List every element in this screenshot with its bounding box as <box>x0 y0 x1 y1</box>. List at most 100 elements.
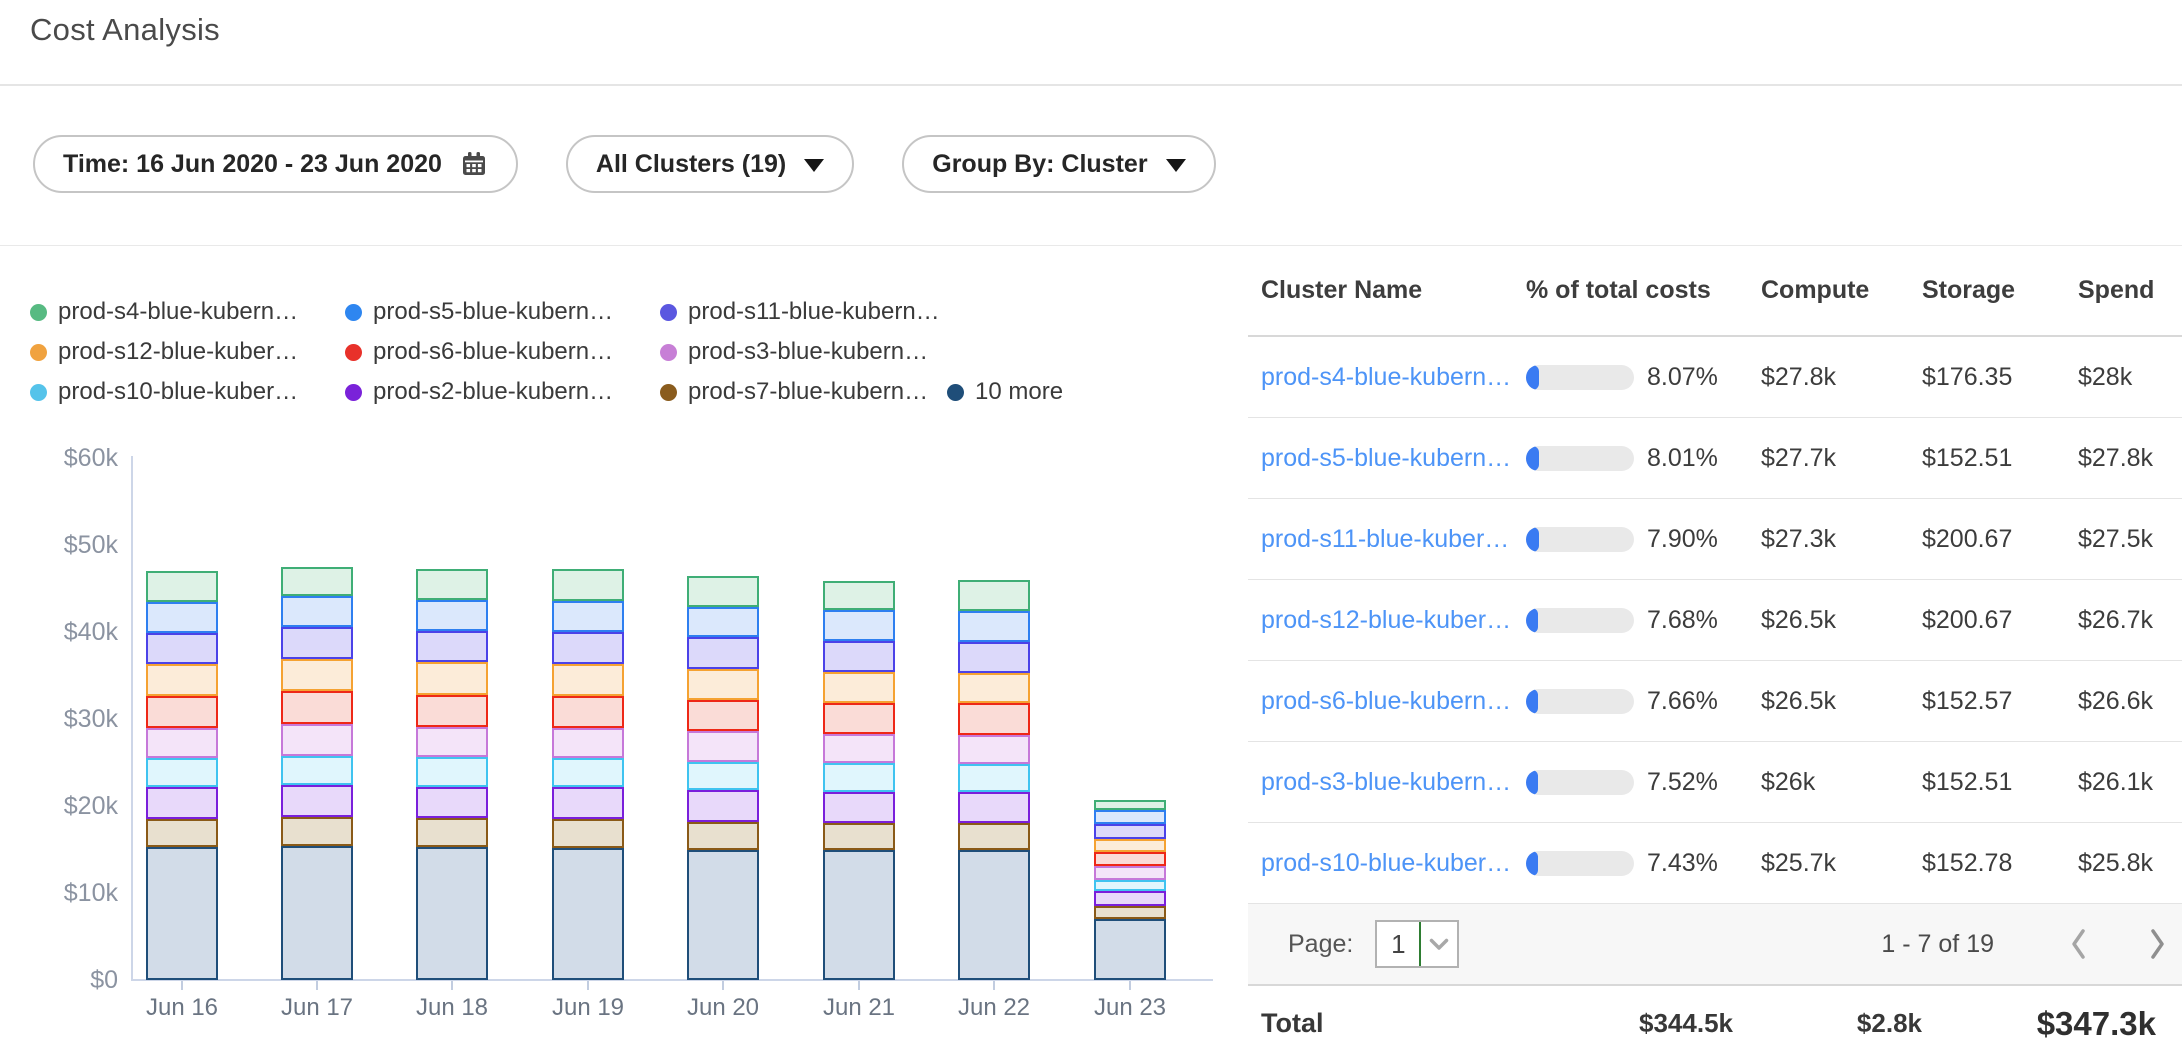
clusters-filter-dropdown[interactable]: All Clusters (19) <box>565 135 855 193</box>
legend-dot-icon <box>30 303 47 321</box>
group-by-dropdown[interactable]: Group By: Cluster <box>902 135 1216 193</box>
bar-segment <box>552 847 624 980</box>
chevron-left-icon <box>2068 927 2090 961</box>
legend-item[interactable]: prod-s11-blue-kubern… <box>660 298 947 326</box>
storage-cell: $152.78 <box>1922 848 2013 877</box>
bar-segment <box>823 640 895 673</box>
bar-segment <box>552 664 624 696</box>
pct-total-cell: 7.68% <box>1520 606 1745 635</box>
progress-track <box>1526 769 1634 795</box>
legend-label: prod-s2-blue-kubern… <box>373 378 614 405</box>
legend-item[interactable]: prod-s3-blue-kubern… <box>660 338 947 366</box>
legend-dot-icon <box>345 383 362 401</box>
progress-fill <box>1526 607 1538 633</box>
progress-track <box>1526 607 1634 633</box>
legend-item[interactable]: prod-s4-blue-kubern… <box>30 298 345 326</box>
bar-group[interactable] <box>416 569 488 980</box>
cluster-link[interactable]: prod-s10-blue-kuber… <box>1261 848 1512 877</box>
clusters-filter-label: All Clusters (19) <box>595 149 787 178</box>
progress-fill <box>1526 364 1539 390</box>
legend-item[interactable]: prod-s5-blue-kubern… <box>345 298 660 326</box>
bar-segment <box>416 569 488 600</box>
legend-row: prod-s4-blue-kubern… prod-s5-blue-kubern…… <box>30 292 1063 332</box>
cluster-link[interactable]: prod-s6-blue-kubern… <box>1261 686 1512 715</box>
cluster-link[interactable]: prod-s4-blue-kubern… <box>1261 362 1512 391</box>
bar-segment <box>416 599 488 632</box>
bar-segment <box>687 761 759 791</box>
bar-segment <box>416 757 488 787</box>
y-axis-label: $50k <box>63 531 118 559</box>
legend-item[interactable]: prod-s7-blue-kubern… <box>660 378 947 406</box>
bar-segment <box>281 626 353 660</box>
cluster-link[interactable]: prod-s5-blue-kubern… <box>1261 443 1512 472</box>
bar-group[interactable] <box>146 571 218 980</box>
time-range-label: Time: 16 Jun 2020 - 23 Jun 2020 <box>63 149 442 178</box>
table-row: prod-s6-blue-kubern… 7.66% $26.5k $152.57 $2… <box>1248 661 2182 742</box>
cluster-link[interactable]: prod-s11-blue-kuber… <box>1261 524 1510 553</box>
progress-track <box>1526 526 1634 552</box>
bar-segment <box>687 668 759 700</box>
bar-segment <box>146 664 218 696</box>
bar-segment <box>1094 891 1166 907</box>
next-page-button[interactable] <box>2146 927 2168 961</box>
bar-segment <box>552 786 624 820</box>
y-axis-label: $0 <box>90 966 118 994</box>
cluster-link[interactable]: prod-s12-blue-kuber… <box>1261 605 1512 634</box>
bar-group[interactable] <box>823 580 895 980</box>
pct-value: 7.66% <box>1647 686 1718 715</box>
legend-item[interactable]: prod-s2-blue-kubern… <box>345 378 660 406</box>
bar-segment <box>687 576 759 607</box>
legend-item[interactable]: prod-s12-blue-kuber… <box>30 338 345 366</box>
legend-label: prod-s3-blue-kubern… <box>688 338 929 365</box>
bar-segment <box>687 849 759 980</box>
spend-cell: $26.7k <box>2078 605 2154 634</box>
bar-segment <box>416 786 488 819</box>
y-axis-label: $60k <box>63 444 118 472</box>
progress-track <box>1526 688 1634 714</box>
bar-segment <box>416 818 488 847</box>
legend-item[interactable]: prod-s6-blue-kubern… <box>345 338 660 366</box>
storage-cell: $200.67 <box>1922 524 2013 553</box>
pct-total-cell: 7.52% <box>1520 768 1745 797</box>
bar-group[interactable] <box>281 566 353 980</box>
legend-item[interactable]: prod-s10-blue-kuber… <box>30 378 345 406</box>
legend-dot-icon <box>947 383 964 401</box>
bar-segment <box>146 846 218 980</box>
page-select[interactable]: 1 <box>1375 920 1460 968</box>
progress-track <box>1526 850 1634 876</box>
bar-segment <box>281 659 353 692</box>
bar-group[interactable] <box>958 579 1030 980</box>
compute-cell: $27.3k <box>1761 524 1837 553</box>
compute-cell: $25.7k <box>1761 848 1837 877</box>
legend-item[interactable]: 10 more <box>947 378 1063 406</box>
x-axis-tick <box>1129 981 1131 990</box>
legend-dot-icon <box>345 303 362 321</box>
bar-group[interactable] <box>552 569 624 980</box>
cluster-name-cell: prod-s10-blue-kuber… <box>1248 849 1520 878</box>
bar-group[interactable] <box>1094 800 1166 980</box>
x-axis-tick <box>316 981 318 990</box>
bar-segment <box>281 785 353 818</box>
legend-dot-icon <box>660 383 677 401</box>
legend-label: prod-s5-blue-kubern… <box>373 298 614 325</box>
cluster-link[interactable]: prod-s3-blue-kubern… <box>1261 767 1512 796</box>
bar-group[interactable] <box>687 576 759 980</box>
legend-row: prod-s10-blue-kuber… prod-s2-blue-kubern…… <box>30 372 1063 412</box>
bar-segment <box>146 819 218 847</box>
legend-row: prod-s12-blue-kuber… prod-s6-blue-kubern…… <box>30 332 1063 372</box>
bar-segment <box>958 734 1030 765</box>
previous-page-button[interactable] <box>2068 927 2090 961</box>
x-axis-tick <box>722 981 724 990</box>
bar-segment <box>416 846 488 980</box>
x-axis-label: Jun 23 <box>1093 994 1167 1021</box>
col-header-cluster-name: Cluster Name <box>1261 275 1423 304</box>
total-label: Total <box>1261 1008 1324 1038</box>
time-range-filter[interactable]: Time: 16 Jun 2020 - 23 Jun 2020 <box>33 135 518 193</box>
bar-segment <box>823 580 895 611</box>
compute-cell: $26.5k <box>1761 605 1837 634</box>
legend-dot-icon <box>30 343 47 361</box>
bar-segment <box>281 846 353 980</box>
progress-fill <box>1526 688 1538 714</box>
bar-segment <box>823 672 895 703</box>
x-axis-tick <box>451 981 453 990</box>
